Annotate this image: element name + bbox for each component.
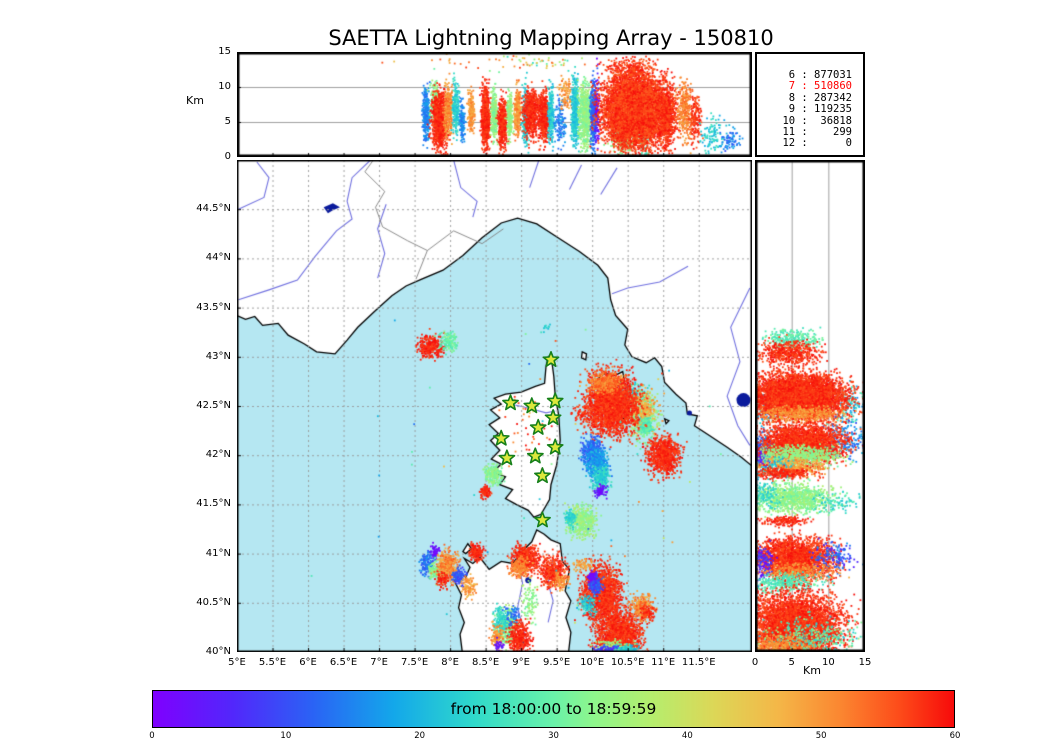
latitude-tick-label: 42.5°N [196, 400, 231, 411]
longitude-tick-label: 5.5°E [258, 657, 287, 668]
map-canvas [237, 160, 752, 652]
colorbar-tick-label: 50 [815, 731, 827, 741]
source-count-row: 8 : 287342 [782, 91, 852, 104]
right-altitude-tick-label: 0 [751, 657, 759, 668]
map-panel [237, 160, 752, 652]
colorbar-tick-label: 20 [414, 731, 426, 741]
source-count-row: 11 : 299 [782, 126, 852, 139]
longitude-tick-label: 7.5°E [400, 657, 429, 668]
altitude-longitude-panel [237, 52, 752, 157]
altitude-tick-label: 10 [218, 81, 231, 92]
longitude-tick-label: 8.5°E [471, 657, 500, 668]
longitude-tick-label: 7°E [370, 657, 388, 668]
longitude-tick-label: 10°E [580, 657, 605, 668]
longitude-tick-label: 10.5°E [610, 657, 645, 668]
latitude-tick-label: 43.5°N [196, 301, 231, 313]
latitude-tick-label: 40°N [205, 646, 231, 657]
colorbar-label: from 18:00:00 to 18:59:59 [450, 700, 657, 718]
source-count-row: 6 : 877031 [782, 69, 852, 81]
time-colorbar: from 18:00:00 to 18:59:59 [152, 690, 955, 728]
colorbar-tick-label: 60 [949, 731, 961, 741]
right-altitude-tick-label: 10 [821, 657, 835, 668]
longitude-tick-label: 11°E [651, 657, 676, 668]
altitude-latitude-panel [755, 160, 865, 652]
source-counts-panel: 6 : 877031 7 : 510860 8 : 287342 9 : 119… [755, 52, 865, 157]
source-count-row: 10 : 36818 [782, 114, 852, 127]
colorbar-tick-label: 10 [280, 731, 292, 741]
longitude-tick-label: 11.5°E [681, 657, 716, 668]
longitude-tick-label: 6°E [299, 657, 317, 668]
altitude-longitude-scatter-canvas [237, 52, 752, 157]
latitude-tick-label: 44.5°N [196, 203, 231, 215]
longitude-tick-label: 9.5°E [543, 657, 571, 668]
longitude-tick-label: 8°E [441, 657, 459, 668]
source-count-row: 12 : 0 [782, 137, 852, 150]
altitude-latitude-scatter-canvas [755, 160, 865, 652]
source-count-row: 7 : 510860 [782, 80, 852, 93]
right-altitude-axis-label: Km [803, 664, 821, 677]
source-count-row: 9 : 119235 [782, 103, 852, 116]
right-altitude-tick-label: 5 [788, 657, 795, 668]
latitude-tick-label: 43°N [205, 350, 231, 362]
altitude-tick-label: 15 [218, 46, 231, 57]
colorbar-tick-label: 0 [149, 731, 155, 741]
figure-title: SAETTA Lightning Mapping Array - 150810 [328, 26, 774, 50]
altitude-tick-label: 0 [224, 151, 231, 162]
latitude-tick-label: 41°N [205, 547, 231, 559]
latitude-tick-label: 42°N [205, 449, 231, 461]
altitude-axis-label: Km [186, 94, 204, 107]
longitude-tick-label: 5°E [228, 657, 246, 668]
colorbar-tick-label: 40 [681, 731, 693, 741]
longitude-tick-label: 9°E [512, 657, 530, 668]
right-altitude-tick-label: 15 [858, 657, 872, 668]
colorbar-tick-label: 30 [548, 731, 559, 741]
latitude-tick-label: 44°N [205, 252, 231, 264]
longitude-tick-label: 6.5°E [329, 657, 358, 668]
latitude-tick-label: 40.5°N [196, 596, 231, 608]
latitude-tick-label: 41.5°N [196, 498, 231, 510]
source-counts-list: 6 : 877031 7 : 510860 8 : 287342 9 : 119… [782, 69, 852, 150]
altitude-tick-label: 5 [224, 116, 231, 127]
